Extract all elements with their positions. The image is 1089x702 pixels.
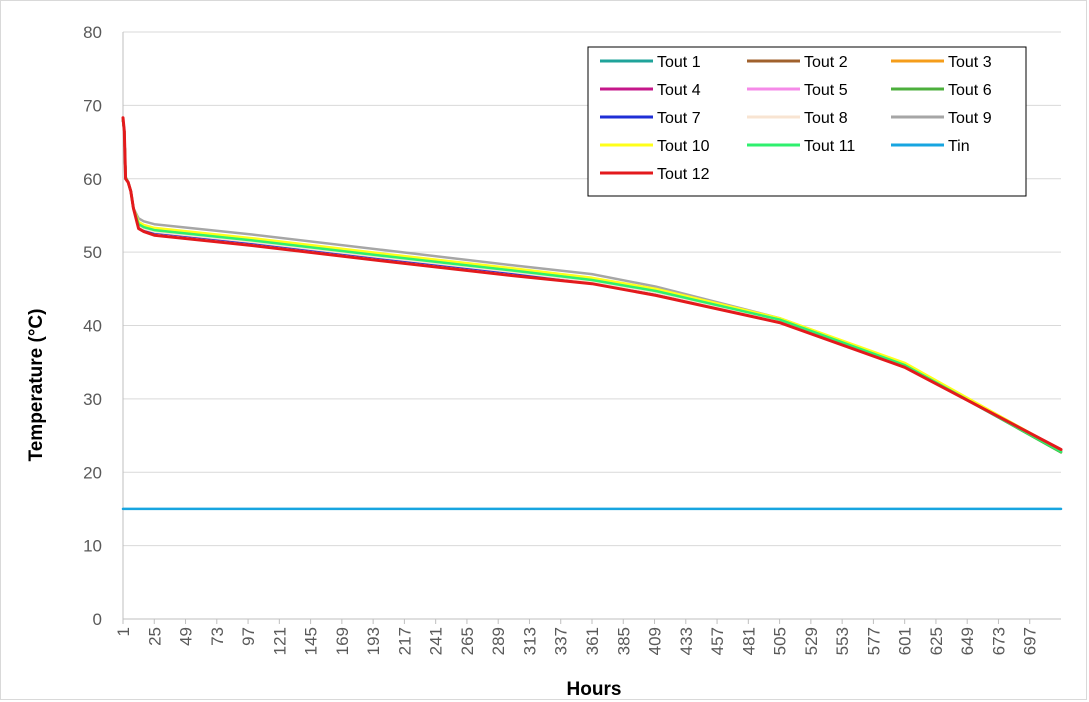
x-axis-title: Hours [567,679,622,700]
x-tick-label: 49 [177,627,196,646]
legend-item: Tout 12 [600,166,710,183]
legend-box [587,46,1027,197]
x-tick-label: 601 [896,627,915,655]
x-tick-label: 529 [802,627,821,655]
x-tick-label: 313 [520,627,539,655]
x-tick-label: 553 [833,627,852,655]
legend-label: Tout 11 [804,138,855,155]
legend-item: Tout 4 [600,82,701,99]
x-tick-label: 73 [208,627,227,646]
y-tick-label: 30 [83,390,102,409]
series-lines [121,116,1063,511]
legend-label: Tout 10 [657,138,710,155]
y-tick-label: 10 [83,537,102,556]
y-tick-label: 60 [83,170,102,189]
x-tick-label: 433 [677,627,696,655]
y-tick-label: 0 [93,610,102,629]
legend-item: Tout 10 [600,138,710,155]
y-tick-labels: 0 10 20 30 40 50 60 70 80 [83,23,102,629]
y-tick-label: 80 [83,23,102,42]
legend-items: Tout 1 Tout 2 Tout 3 Tout 4 Tout 5 Tout 6 Tout… [600,54,992,183]
legend-label: Tout 7 [657,110,701,127]
x-tick-label: 169 [333,627,352,655]
legend-label: Tout 3 [948,54,992,71]
legend-label: Tin [948,138,970,155]
x-tick-label: 649 [958,627,977,655]
x-tick-label: 1 [114,627,133,636]
x-tick-label: 193 [364,627,383,655]
x-tick-label: 289 [489,627,508,655]
y-tick-label: 20 [83,463,102,482]
legend: Tout 1 Tout 2 Tout 3 Tout 4 Tout 5 Tout 6 Tout… [587,46,1027,197]
legend-item: Tout 3 [891,54,992,71]
legend-item: Tout 11 [747,138,855,155]
legend-label: Tout 4 [657,82,701,99]
legend-label: Tout 9 [948,110,992,127]
x-tick-label: 385 [614,627,633,655]
x-tick-label: 673 [989,627,1008,655]
x-tick-label: 697 [1021,627,1040,655]
x-tick-label: 481 [739,627,758,655]
x-tick-label: 577 [864,627,883,655]
legend-item: Tout 5 [747,82,848,99]
y-tick-label: 50 [83,243,102,262]
x-tick-label: 625 [927,627,946,655]
x-tick-label: 25 [145,627,164,646]
x-tick-labels: 1 25 49 73 97 121 145 169 193 217 241 265 289 313 337 3… [114,627,1040,655]
legend-item: Tout 1 [600,54,701,71]
legend-label: Tout 1 [657,54,701,71]
series-line-tout-12 [121,116,1063,451]
legend-item: Tout 2 [747,54,848,71]
y-axis-title: Temperature (°C) [26,309,47,462]
x-tick-label: 97 [239,627,258,646]
x-tick-label: 241 [427,627,446,655]
x-tick-label: 217 [395,627,414,655]
legend-label: Tout 2 [804,54,848,71]
legend-label: Tout 6 [948,82,992,99]
legend-label: Tout 8 [804,110,848,127]
x-tick-label: 409 [646,627,665,655]
legend-item: Tin [891,138,970,155]
legend-item: Tout 8 [747,110,848,127]
x-tick-label: 145 [302,627,321,655]
legend-label: Tout 12 [657,166,710,183]
legend-item: Tout 7 [600,110,701,127]
x-tick-label: 265 [458,627,477,655]
x-tick-label: 457 [708,627,727,655]
legend-item: Tout 9 [891,110,992,127]
gridlines [123,31,1061,547]
x-tick-label: 121 [270,627,289,655]
y-tick-label: 40 [83,317,102,336]
x-tick-label: 361 [583,627,602,655]
x-tick-label: 337 [552,627,571,655]
y-tick-label: 70 [83,96,102,115]
legend-item: Tout 6 [891,82,992,99]
legend-label: Tout 5 [804,82,848,99]
x-tick-label: 505 [771,627,790,655]
